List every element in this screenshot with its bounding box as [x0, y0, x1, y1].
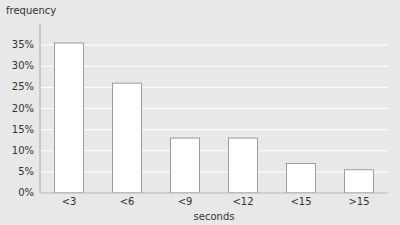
y-axis-label: frequency [6, 5, 56, 16]
bar [229, 138, 258, 193]
y-tick-label: 35% [12, 39, 34, 50]
x-tick-label: <15 [290, 196, 311, 207]
grid-line [40, 150, 388, 151]
grid-line [40, 108, 388, 109]
y-tick-label: 5% [18, 166, 34, 177]
bar [287, 163, 316, 193]
y-tick-label: 10% [12, 145, 34, 156]
bar [113, 83, 142, 193]
grid-line [40, 45, 388, 46]
x-axis-line [40, 193, 388, 194]
bar [55, 43, 84, 193]
y-tick-label: 30% [12, 60, 34, 71]
x-axis-label: seconds [194, 211, 235, 222]
x-tick-label: <12 [232, 196, 253, 207]
y-tick-label: 25% [12, 81, 34, 92]
y-tick-label: 15% [12, 124, 34, 135]
grid-line [40, 87, 388, 88]
grid-line [40, 66, 388, 67]
bar [345, 170, 374, 193]
chart-container: 0% 5% 10% 15% 20% 25% 30% 35% <3 <6 <9 <12 <15 >15 sec… [0, 0, 400, 225]
x-tick-label: <9 [178, 196, 193, 207]
x-tick-label: <3 [62, 196, 77, 207]
grid-line [40, 193, 388, 194]
bar [171, 138, 200, 193]
x-tick-label: <6 [120, 196, 135, 207]
chart-svg: 0% 5% 10% 15% 20% 25% 30% 35% <3 <6 <9 <12 <15 >15 sec… [0, 0, 400, 225]
y-tick-label: 0% [18, 187, 34, 198]
x-tick-label: >15 [348, 196, 369, 207]
grid-line [40, 129, 388, 130]
bars [55, 43, 374, 193]
grid [40, 45, 388, 193]
grid-line [40, 171, 388, 172]
y-tick-label: 20% [12, 103, 34, 114]
y-axis-line [40, 24, 41, 193]
